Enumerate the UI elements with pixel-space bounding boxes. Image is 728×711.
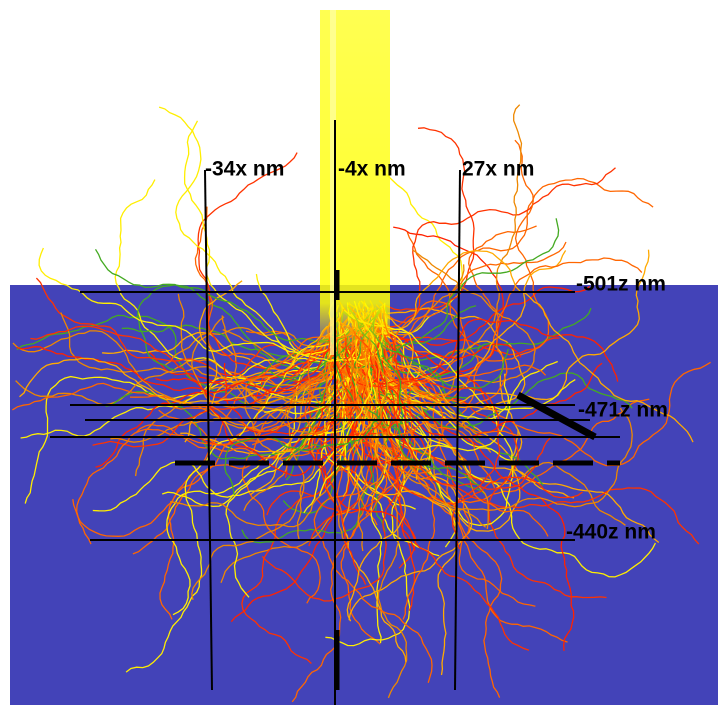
x-label: -4x nm	[338, 158, 406, 181]
z-label: -471z nm	[578, 399, 668, 422]
simulation-view: -34x nm -4x nm 27x nm -501z nm -471z nm …	[0, 0, 728, 711]
x-label: -34x nm	[205, 158, 284, 181]
z-label: -501z nm	[576, 273, 666, 296]
x-label: 27x nm	[462, 158, 534, 181]
z-label: -440z nm	[566, 521, 656, 544]
